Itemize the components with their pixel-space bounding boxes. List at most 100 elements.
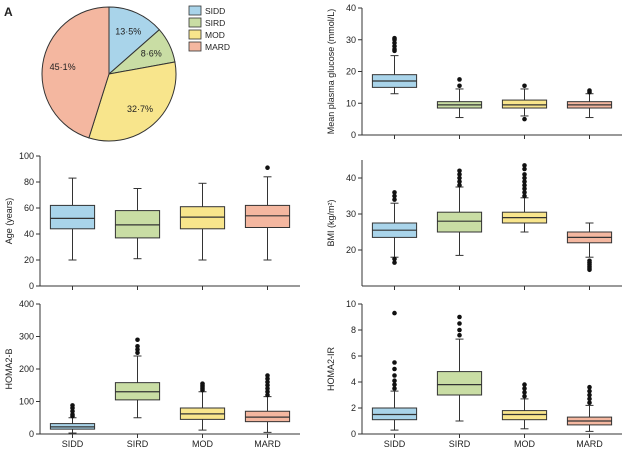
y-tick-label: 4	[351, 377, 356, 387]
outlier-sird	[135, 337, 140, 343]
outlier-mod	[522, 394, 527, 399]
y-tick-label: 10	[346, 98, 356, 108]
box-mod	[501, 99, 548, 109]
outlier-sidd	[392, 197, 397, 202]
outlier-mard	[587, 396, 592, 402]
outlier-mard	[587, 400, 592, 406]
outlier-sidd	[392, 360, 397, 365]
y-tick-label: 200	[19, 364, 34, 374]
y-axis-label: Age (years)	[4, 198, 14, 245]
y-tick-label: 40	[346, 3, 356, 13]
outlier-mod	[522, 175, 527, 181]
outlier-sird	[135, 347, 140, 352]
legend-swatch-mard	[188, 41, 202, 52]
outlier-sidd	[392, 43, 397, 49]
outlier-mard	[265, 373, 270, 378]
box-mod	[179, 206, 226, 230]
box-sird	[436, 371, 483, 396]
outlier-mard	[265, 382, 270, 388]
x-tick-label-sird: SIRD	[127, 439, 149, 449]
outlier-sidd	[392, 190, 397, 195]
y-tick-label: 6	[351, 351, 356, 361]
outlier-sird	[135, 350, 140, 356]
outlier-sidd	[392, 35, 397, 41]
outlier-sidd	[392, 373, 397, 378]
outlier-sird	[457, 175, 462, 181]
boxplot-panel-1: 0 10 20 30 40 Mean plasma glucose (mmol/L)	[326, 3, 622, 140]
y-tick-label: 40	[346, 173, 356, 183]
y-axis-label: BMI (kg/m²)	[326, 200, 336, 247]
outlier-sidd	[392, 382, 397, 387]
y-tick-label: 300	[19, 332, 34, 342]
outlier-sidd	[392, 256, 397, 262]
y-tick-label: 0	[29, 429, 34, 439]
panel-label: A	[4, 5, 13, 19]
outlier-mod	[200, 381, 205, 386]
box-sidd	[371, 407, 418, 421]
pie-label-mod: 32·7%	[127, 104, 153, 114]
outlier-sird	[457, 182, 462, 188]
outlier-sird	[457, 168, 462, 174]
outlier-mard	[265, 376, 270, 382]
outlier-mod	[522, 182, 527, 188]
outlier-mard	[265, 389, 270, 395]
x-tick-label-mard: MARD	[576, 439, 603, 449]
outlier-sidd	[392, 366, 397, 372]
pie-label-mard: 45·1%	[50, 62, 76, 72]
outlier-sidd	[70, 408, 75, 414]
y-tick-label: 2	[351, 403, 356, 413]
x-tick-label-sidd: SIDD	[384, 439, 406, 449]
outlier-mard	[265, 392, 270, 398]
y-tick-label: 80	[24, 177, 34, 187]
outlier-mod	[522, 83, 527, 89]
outlier-mod	[522, 190, 527, 195]
outlier-mod	[522, 390, 527, 395]
outlier-mard	[587, 388, 592, 394]
legend-swatch-sidd	[188, 5, 202, 16]
y-tick-label: 20	[24, 255, 34, 265]
box-sird	[114, 210, 161, 239]
y-tick-label: 20	[346, 67, 356, 77]
outlier-mod	[522, 386, 527, 391]
legend-label-mod: MOD	[205, 30, 225, 40]
outlier-mard	[587, 392, 592, 398]
pie-slice-sidd	[108, 6, 161, 76]
y-tick-label: 0	[351, 130, 356, 140]
pie-label-sidd: 13·5%	[115, 26, 141, 36]
pie-slice-mard	[41, 6, 110, 139]
box-sird	[436, 211, 483, 233]
outlier-sird	[457, 321, 462, 326]
x-tick-label-mod: MOD	[192, 439, 213, 449]
y-axis-label: Mean plasma glucose (mmol/L)	[326, 9, 336, 135]
x-tick-label-mod: MOD	[514, 439, 535, 449]
outlier-mod	[522, 179, 527, 184]
outlier-sidd	[70, 412, 75, 417]
legend-label-sird: SIRD	[205, 18, 225, 28]
x-tick-label-mard: MARD	[254, 439, 281, 449]
pie-slice-mod	[88, 61, 177, 142]
outlier-mod	[522, 166, 527, 172]
x-tick-label-sidd: SIDD	[62, 439, 84, 449]
y-tick-label: 20	[346, 245, 356, 255]
outlier-sidd	[392, 386, 397, 391]
boxplot-panel-5: 0 2 4 6 8 10 HOMA2-IR SIDD SIRD MOD MARD	[326, 299, 622, 449]
outlier-mard	[587, 88, 592, 93]
box-sidd	[49, 204, 96, 230]
pie-legend: SIDD SIRD MOD MARD	[188, 5, 230, 52]
outlier-mod	[522, 186, 527, 192]
outlier-sidd	[392, 40, 397, 46]
y-tick-label: 30	[346, 35, 356, 45]
outlier-sird	[457, 179, 462, 184]
y-tick-label: 60	[24, 203, 34, 213]
boxplot-panel-4: 0 100 200 300 400 HOMA2-B SIDD SIRD MOD MARD	[4, 299, 300, 449]
y-tick-label: 100	[19, 151, 34, 161]
outlier-sird	[135, 343, 140, 349]
legend-label-sidd: SIDD	[205, 6, 225, 16]
y-axis-label: HOMA2-IR	[326, 347, 336, 392]
box-mod	[501, 410, 548, 421]
outlier-mod	[522, 382, 527, 387]
outlier-sidd	[392, 260, 397, 265]
legend-label-mard: MARD	[205, 42, 230, 52]
y-axis-label: HOMA2-B	[4, 348, 14, 389]
outlier-sidd	[392, 193, 397, 199]
